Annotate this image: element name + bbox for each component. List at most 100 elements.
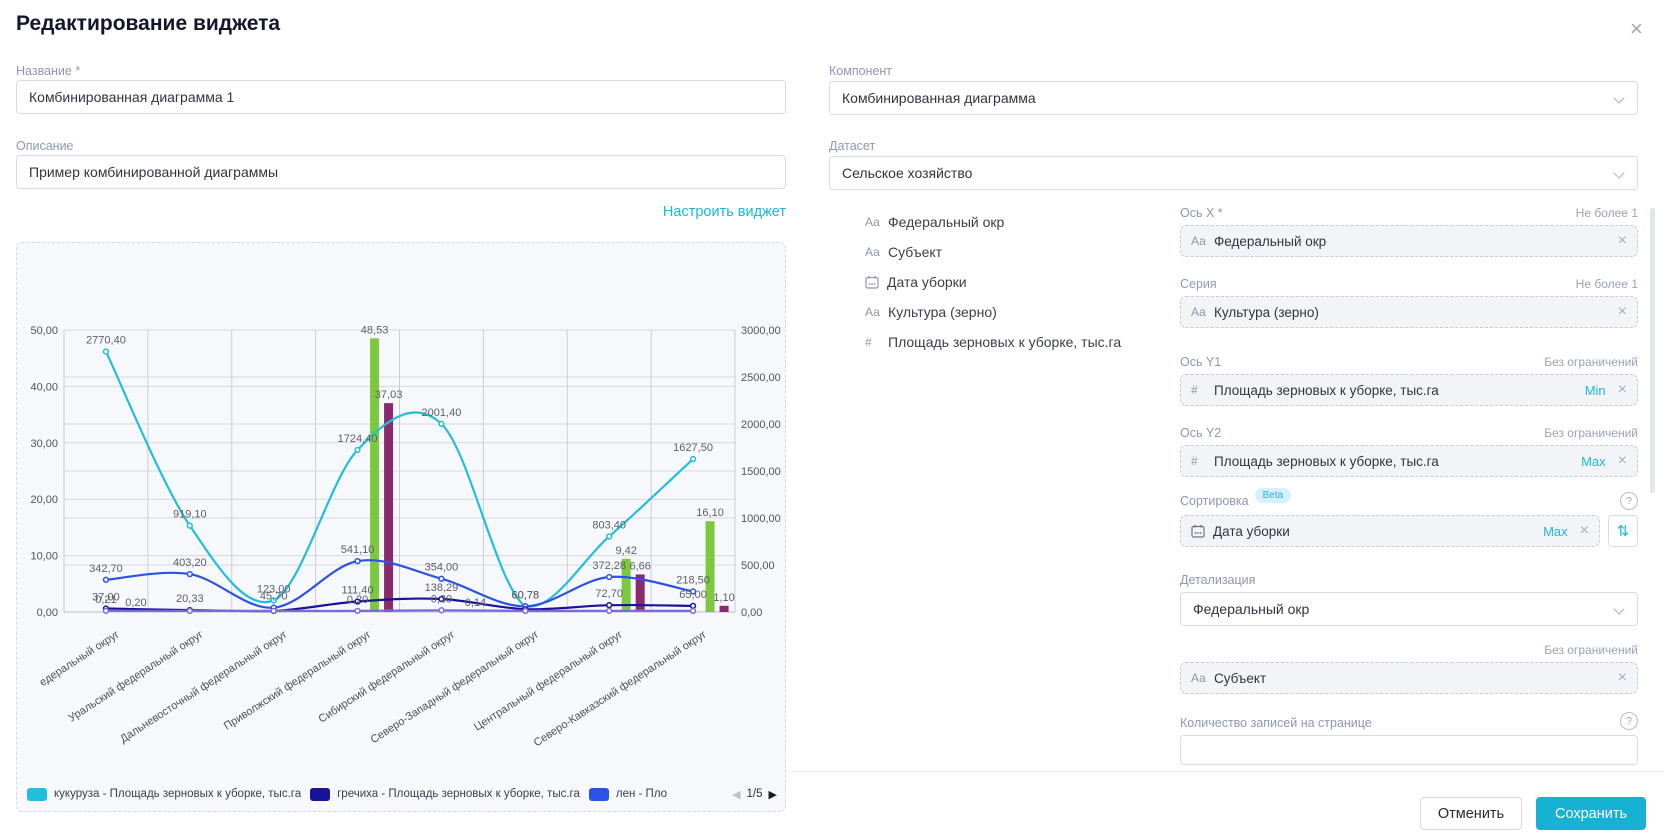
- svg-text:0,14: 0,14: [465, 597, 486, 609]
- axis-x-field[interactable]: Аа Федеральный окр ×: [1180, 225, 1638, 257]
- description-label: Описание: [16, 139, 74, 153]
- svg-text:1,10: 1,10: [713, 592, 734, 604]
- svg-text:919,10: 919,10: [173, 509, 207, 521]
- svg-text:37,03: 37,03: [375, 389, 403, 401]
- legend-item[interactable]: гречиха - Площадь зерновых к уборке, тыс…: [310, 787, 580, 801]
- subject-value: Субъект: [1214, 670, 1267, 686]
- series-slot: Серия Не более 1 Аа Культура (зерно) ×: [1180, 277, 1638, 328]
- save-button[interactable]: Сохранить: [1536, 797, 1646, 830]
- text-type-icon: Аа: [1191, 671, 1206, 685]
- description-input[interactable]: [16, 155, 786, 189]
- svg-text:2000,00: 2000,00: [741, 419, 781, 431]
- legend-label: лен - Пло: [615, 788, 668, 800]
- legend-page-indicator: 1/5: [746, 788, 763, 800]
- field-item-area[interactable]: # Площадь зерновых к уборке, тыс.га: [865, 334, 1121, 350]
- page-title: Редактирование виджета: [16, 12, 281, 35]
- chevron-down-icon: [1613, 167, 1625, 179]
- text-type-icon: Аа: [865, 215, 880, 229]
- remove-icon[interactable]: ×: [1617, 303, 1627, 320]
- svg-text:Сибирский федеральный округ: Сибирский федеральный округ: [317, 628, 458, 725]
- svg-text:37,00: 37,00: [92, 592, 120, 604]
- field-item-harvest-date[interactable]: Дата уборки: [865, 274, 1121, 290]
- remove-icon[interactable]: ×: [1617, 381, 1627, 398]
- configure-widget-link[interactable]: Настроить виджет: [662, 204, 786, 220]
- svg-text:едеральный округ: едеральный округ: [38, 628, 122, 688]
- field-item-federal-district[interactable]: Аа Федеральный окр: [865, 214, 1121, 230]
- subject-constraint: Без ограничений: [1544, 643, 1638, 657]
- sorting-field[interactable]: Дата уборки Max ×: [1180, 515, 1600, 547]
- svg-text:Дальневосточный федеральный ок: Дальневосточный федеральный округ: [118, 628, 289, 745]
- component-select[interactable]: Комбинированная диаграмма: [829, 81, 1638, 115]
- sorting-value: Дата уборки: [1213, 523, 1290, 539]
- axis-x-slot: Ось X * Не более 1 Аа Федеральный окр ×: [1180, 206, 1638, 257]
- legend-swatch: [27, 787, 47, 801]
- field-label: Федеральный окр: [888, 214, 1005, 230]
- subject-slot: Без ограничений Аа Субъект ×: [1180, 643, 1638, 694]
- remove-icon[interactable]: ×: [1579, 522, 1589, 539]
- page-size-group: Количество записей на странице ?: [1180, 712, 1638, 765]
- svg-text:2500,00: 2500,00: [741, 372, 781, 384]
- svg-text:16,10: 16,10: [696, 507, 724, 519]
- axis-y1-field[interactable]: # Площадь зерновых к уборке, тыс.га Min …: [1180, 374, 1638, 406]
- help-icon[interactable]: ?: [1620, 712, 1638, 730]
- svg-text:9,42: 9,42: [615, 545, 636, 557]
- svg-text:6,66: 6,66: [629, 560, 650, 572]
- max-aggregation-badge[interactable]: Max: [1581, 453, 1606, 469]
- svg-text:123,00: 123,00: [257, 583, 291, 595]
- field-label: Дата уборки: [887, 274, 967, 290]
- number-type-icon: #: [1191, 454, 1198, 468]
- component-label: Компонент: [829, 64, 893, 78]
- max-sort-badge[interactable]: Max: [1543, 523, 1568, 539]
- min-aggregation-badge[interactable]: Min: [1584, 382, 1606, 398]
- detail-select[interactable]: Федеральный окр: [1180, 592, 1638, 626]
- svg-text:0,30: 0,30: [431, 593, 452, 605]
- axis-y2-field[interactable]: # Площадь зерновых к уборке, тыс.га Max …: [1180, 445, 1638, 477]
- component-value: Комбинированная диаграмма: [842, 90, 1036, 106]
- legend-item[interactable]: лен - Пло: [588, 787, 668, 801]
- remove-icon[interactable]: ×: [1617, 669, 1627, 686]
- help-icon[interactable]: ?: [1620, 492, 1638, 510]
- svg-text:72,70: 72,70: [595, 588, 623, 600]
- axis-x-label: Ось X *: [1180, 206, 1223, 220]
- series-constraint: Не более 1: [1575, 277, 1638, 291]
- dataset-select[interactable]: Сельское хозяйство: [829, 156, 1638, 190]
- svg-text:Северо-Кавказский федеральный: Северо-Кавказский федеральный округ: [532, 628, 709, 749]
- text-type-icon: Аа: [1191, 305, 1206, 319]
- svg-text:0,00: 0,00: [37, 607, 58, 619]
- detail-value: Федеральный окр: [1193, 601, 1310, 617]
- page-size-input[interactable]: [1180, 735, 1638, 765]
- series-value: Культура (зерно): [1214, 304, 1319, 320]
- legend-prev-icon[interactable]: ◀: [732, 788, 741, 801]
- remove-icon[interactable]: ×: [1617, 452, 1627, 469]
- calendar-icon: [865, 275, 879, 289]
- svg-text:Северо-Западный федеральный ок: Северо-Западный федеральный округ: [369, 628, 541, 746]
- axis-y2-constraint: Без ограничений: [1544, 426, 1638, 440]
- chevron-down-icon: [1613, 92, 1625, 104]
- number-type-icon: #: [1191, 383, 1198, 397]
- legend-swatch: [588, 787, 609, 801]
- remove-icon[interactable]: ×: [1617, 232, 1627, 249]
- axis-x-value: Федеральный окр: [1214, 233, 1327, 249]
- svg-text:Приволжский федеральный округ: Приволжский федеральный округ: [222, 628, 373, 732]
- field-item-subject[interactable]: Аа Субъект: [865, 244, 1121, 260]
- sorting-label: Сортировка: [1180, 494, 1249, 508]
- series-field[interactable]: Аа Культура (зерно) ×: [1180, 296, 1638, 328]
- axis-y1-value: Площадь зерновых к уборке, тыс.га: [1214, 382, 1439, 398]
- subject-field[interactable]: Аа Субъект ×: [1180, 662, 1638, 694]
- cancel-button[interactable]: Отменить: [1420, 797, 1522, 830]
- svg-text:803,40: 803,40: [592, 519, 626, 531]
- legend-next-icon[interactable]: ▶: [768, 788, 777, 801]
- svg-text:48,53: 48,53: [361, 324, 389, 336]
- sort-order-button[interactable]: ⇅: [1608, 515, 1638, 547]
- axis-x-constraint: Не более 1: [1575, 206, 1638, 220]
- footer-divider: [790, 771, 1664, 772]
- name-input[interactable]: [16, 80, 786, 114]
- detail-group: Детализация Федеральный окр: [1180, 573, 1638, 626]
- legend-item[interactable]: кукуруза - Площадь зерновых к уборке, ты…: [27, 787, 301, 801]
- close-icon[interactable]: ×: [1630, 16, 1643, 41]
- panel-scrollbar[interactable]: [1650, 208, 1655, 493]
- field-item-culture[interactable]: Аа Культура (зерно): [865, 304, 1121, 320]
- svg-text:40,00: 40,00: [30, 381, 58, 393]
- svg-text:60,78: 60,78: [512, 589, 540, 601]
- text-type-icon: Аа: [1191, 234, 1206, 248]
